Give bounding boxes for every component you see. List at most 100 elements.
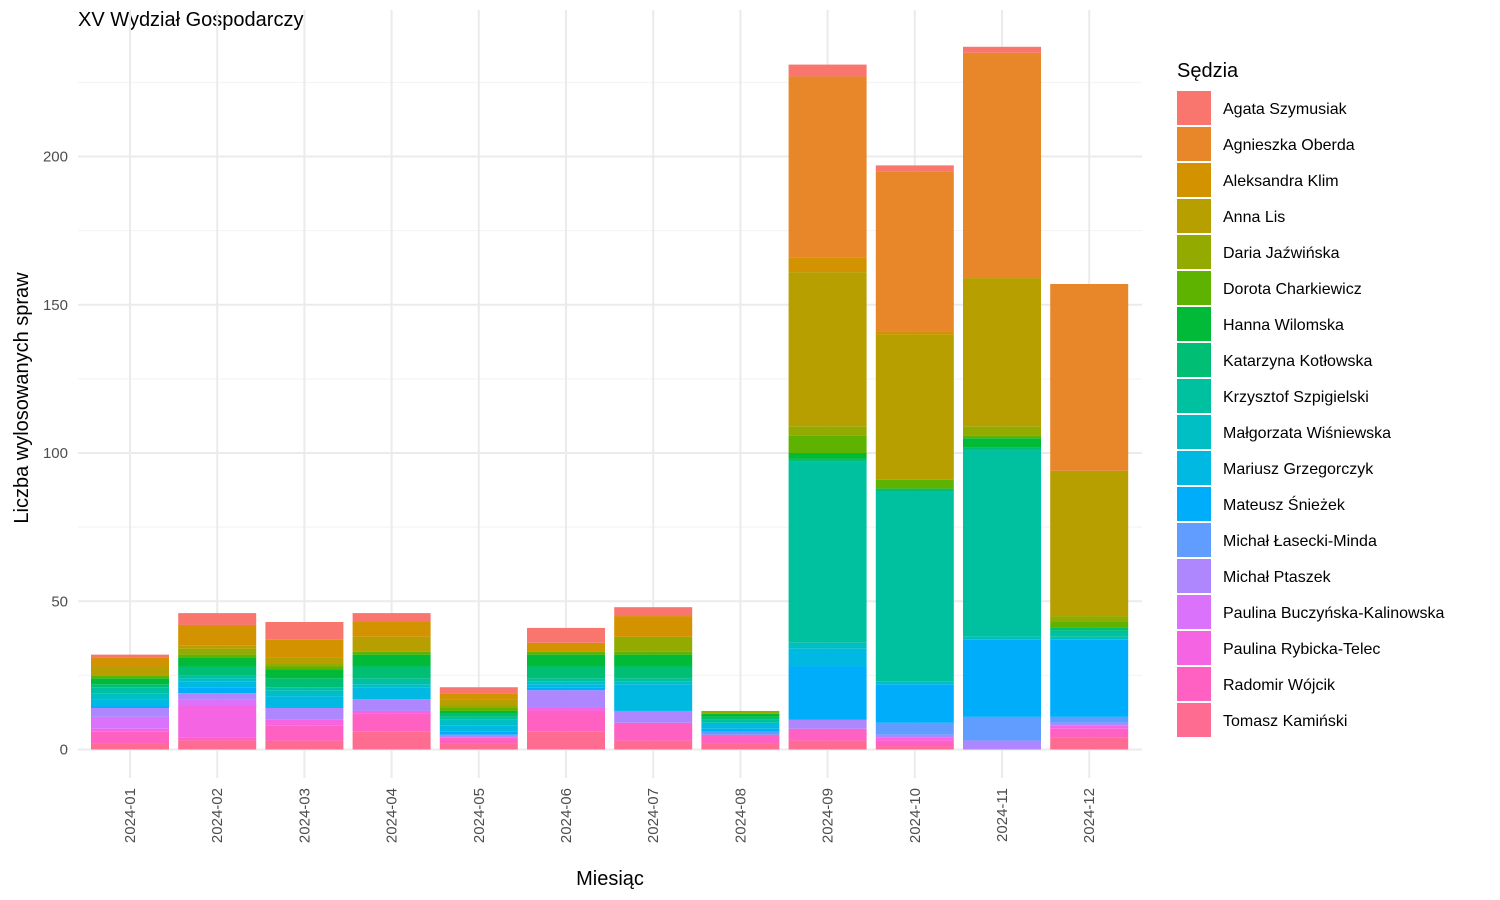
legend-label: Tomasz Kamiński	[1223, 713, 1347, 730]
bar-segment	[439, 716, 518, 720]
bar-segment	[875, 165, 954, 172]
bar-segment	[91, 705, 169, 708]
bar-segment	[1050, 470, 1129, 617]
bar-segment	[788, 728, 867, 741]
bar-segment	[178, 740, 257, 750]
bar-segment	[614, 722, 693, 741]
legend-swatch	[1177, 307, 1211, 341]
bar-segment	[875, 491, 954, 682]
bar-segment	[875, 746, 954, 750]
bar-segment	[265, 690, 344, 697]
legend-label: Mateusz Śnieżek	[1223, 495, 1346, 514]
bars	[91, 46, 1129, 750]
legend-swatch	[1177, 487, 1211, 521]
bar-segment	[178, 624, 257, 646]
bar-segment	[265, 663, 344, 667]
bar-segment	[91, 684, 169, 688]
bar-segment	[352, 654, 431, 667]
bar-segment	[614, 607, 693, 617]
bar-segment	[701, 719, 780, 723]
legend-label: Paulina Buczyńska-Kalinowska	[1223, 605, 1445, 622]
x-tick-label: 2024-05	[471, 788, 488, 843]
bar-segment	[963, 636, 1041, 640]
legend-title: Sędzia	[1177, 60, 1239, 82]
bar-segment	[178, 654, 257, 658]
bar-segment	[701, 743, 780, 750]
legend-label: Dorota Charkiewicz	[1223, 281, 1362, 298]
y-axis-title: Liczba wylosowanych spraw	[11, 272, 33, 524]
bar-segment	[1050, 636, 1129, 640]
bar-segment	[91, 693, 169, 700]
bar-segment	[91, 666, 169, 676]
bar-segment	[788, 666, 867, 720]
bar-segment	[439, 725, 518, 732]
bar-segment	[527, 707, 605, 711]
legend: Agata Szymusiak Agnieszka Oberda Aleksandr…	[1177, 91, 1445, 737]
legend-label: Katarzyna Kotłowska	[1223, 353, 1373, 370]
bar-segment	[439, 737, 518, 744]
bar-segment	[963, 450, 1041, 637]
bar-segment	[265, 639, 344, 658]
legend-label: Paulina Rybicka-Telec	[1223, 641, 1380, 658]
bar-segment	[352, 666, 431, 679]
bar-segment	[701, 710, 780, 714]
bar-segment	[527, 678, 605, 682]
bar-segment	[1050, 728, 1129, 738]
bar-segment	[1050, 616, 1129, 623]
bar-segment	[963, 639, 1041, 717]
bar-segment	[963, 52, 1041, 279]
bar-segment	[701, 728, 780, 732]
bar-segment	[614, 654, 693, 667]
legend-swatch	[1177, 703, 1211, 737]
bar-segment	[178, 657, 257, 667]
bar-segment	[701, 722, 780, 729]
bar-segment	[178, 681, 257, 688]
bar-segment	[439, 731, 518, 735]
legend-swatch	[1177, 343, 1211, 377]
y-tick-label: 50	[51, 593, 68, 610]
bar-segment	[788, 458, 867, 462]
bar-segment	[439, 743, 518, 750]
bar-segment	[963, 278, 1041, 427]
bar-segment	[91, 675, 169, 679]
x-axis-ticks: 2024-01 2024-02 2024-03 2024-04 2024-05 2024-…	[122, 788, 1098, 843]
legend-label: Mariusz Grzegorczyk	[1223, 461, 1374, 478]
bar-segment	[91, 716, 169, 729]
bar-segment	[265, 696, 344, 708]
bar-segment	[701, 713, 780, 717]
bar-segment	[1050, 722, 1129, 726]
legend-label: Hanna Wilomska	[1223, 317, 1344, 334]
bar-segment	[614, 616, 693, 637]
bar-segment	[527, 690, 605, 708]
legend-label: Agata Szymusiak	[1223, 101, 1348, 118]
legend-label: Małgorzata Wiśniewska	[1223, 425, 1391, 442]
bar-segment	[265, 669, 344, 679]
bar-segment	[701, 734, 780, 744]
bar-segment	[788, 76, 867, 258]
x-axis-title: Miesiąc	[576, 868, 644, 890]
bar-segment	[178, 699, 257, 706]
x-tick-label: 2024-06	[558, 788, 575, 843]
bar-segment	[788, 642, 867, 649]
legend-swatch	[1177, 163, 1211, 197]
bar-segment	[352, 613, 431, 623]
x-tick-label: 2024-12	[1081, 788, 1098, 843]
bar-segment	[265, 719, 344, 726]
bar-segment	[614, 740, 693, 750]
bar-segment	[875, 331, 954, 335]
bar-segment	[875, 684, 954, 723]
bar-segment	[875, 334, 954, 480]
bar-segment	[178, 687, 257, 694]
legend-swatch	[1177, 379, 1211, 413]
bar-segment	[963, 435, 1041, 439]
bar-segment	[527, 687, 605, 691]
legend-swatch	[1177, 631, 1211, 665]
bar-segment	[614, 666, 693, 679]
bar-segment	[527, 642, 605, 652]
bar-segment	[1050, 627, 1129, 631]
bar-segment	[614, 678, 693, 682]
y-axis-ticks: 0 50 100 150 200	[43, 149, 68, 759]
bar-segment	[178, 693, 257, 700]
bar-segment	[614, 681, 693, 685]
bar-segment	[352, 636, 431, 652]
